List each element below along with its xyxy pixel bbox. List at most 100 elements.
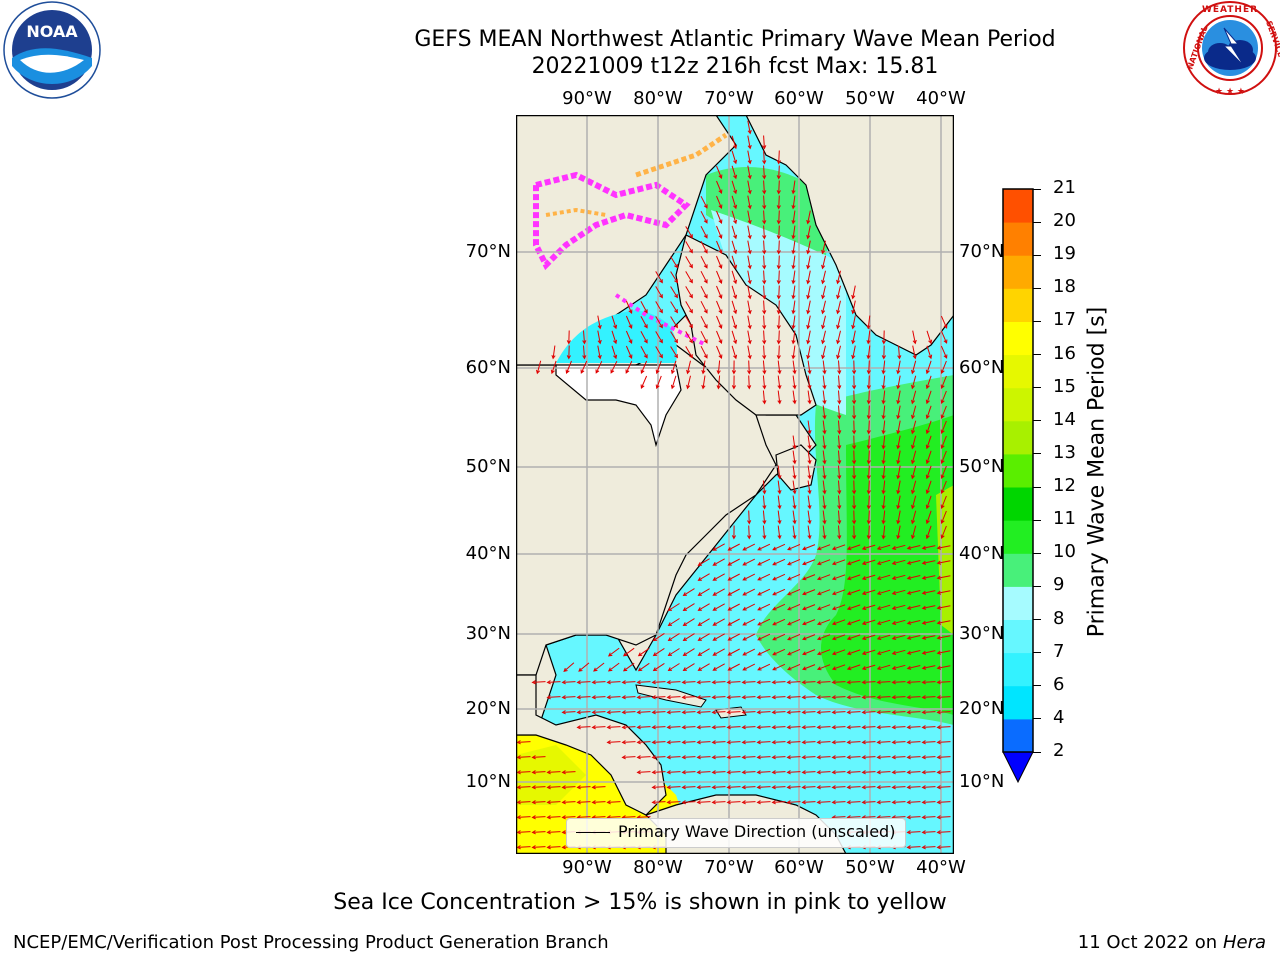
wave-direction-arrow <box>762 480 767 495</box>
wave-direction-arrow <box>846 574 861 581</box>
wave-direction-arrow <box>651 725 666 730</box>
wave-direction-arrow <box>891 755 906 760</box>
wave-direction-arrow <box>731 225 738 240</box>
wave-direction-arrow <box>792 390 797 405</box>
wave-direction-arrow <box>831 800 846 805</box>
wave-direction-arrow <box>747 180 752 195</box>
wave-direction-arrow <box>606 710 621 715</box>
wave-direction-arrow <box>742 633 756 641</box>
wave-direction-arrow <box>731 525 737 540</box>
wave-direction-arrow <box>667 618 680 627</box>
colorbar-tick-mark <box>1033 486 1041 488</box>
wave-direction-arrow <box>896 480 901 495</box>
plot-subtitle: 20221009 t12z 216h fcst Max: 15.81 <box>531 54 939 79</box>
wave-direction-arrow <box>711 725 726 730</box>
wave-direction-arrow <box>876 725 891 730</box>
wave-direction-arrow <box>712 648 725 656</box>
wave-direction-arrow <box>756 755 771 760</box>
colorbar-tick-mark <box>1033 585 1041 587</box>
wave-direction-arrow <box>831 680 846 685</box>
wave-direction-arrow <box>772 543 786 551</box>
wave-direction-arrow <box>712 633 725 641</box>
wave-direction-arrow <box>906 605 921 610</box>
wave-direction-arrow <box>546 695 561 700</box>
wave-direction-arrow <box>807 420 812 435</box>
wave-direction-arrow <box>696 770 711 775</box>
wave-direction-arrow <box>821 285 826 300</box>
colorbar-tick-label: 16 <box>1053 342 1076 364</box>
wave-direction-arrow <box>716 195 723 209</box>
colorbar-tick-label: 15 <box>1053 375 1076 397</box>
wave-direction-arrow <box>861 725 876 730</box>
wave-direction-arrow <box>940 345 948 359</box>
wave-direction-arrow <box>925 525 932 540</box>
wave-direction-arrow <box>731 195 738 210</box>
wave-direction-arrow <box>546 800 561 805</box>
wave-direction-arrow <box>822 420 827 435</box>
wave-direction-arrow <box>697 648 710 656</box>
wave-direction-arrow <box>685 256 693 269</box>
wave-direction-arrow <box>578 662 590 672</box>
wave-direction-arrow <box>791 315 796 330</box>
wave-direction-arrow <box>700 345 708 359</box>
wave-direction-arrow <box>561 695 576 700</box>
wave-direction-arrow <box>940 390 947 404</box>
colorbar-bins <box>1003 189 1033 753</box>
wave-direction-arrow <box>742 663 756 671</box>
wave-direction-arrow <box>802 634 816 641</box>
wave-direction-arrow <box>792 510 797 525</box>
wave-direction-arrow <box>940 315 948 329</box>
wave-direction-arrow <box>940 420 947 434</box>
colorbar-tick-mark <box>1033 552 1041 554</box>
wave-direction-arrow <box>906 725 921 730</box>
colorbar-bin <box>1003 189 1033 223</box>
colorbar-tick-label: 20 <box>1053 210 1076 232</box>
wave-direction-arrow <box>747 150 752 165</box>
svg-text:★ ★ ★: ★ ★ ★ <box>1215 87 1245 97</box>
wave-direction-arrow <box>861 619 876 626</box>
wave-direction-arrow <box>786 710 801 715</box>
wave-direction-arrow <box>666 740 681 745</box>
wave-direction-arrow <box>711 695 726 700</box>
wave-direction-arrow <box>611 330 618 345</box>
wave-direction-arrow <box>711 755 726 760</box>
wave-direction-arrow <box>861 800 876 805</box>
lat-label-left-50n: 50°N <box>465 456 511 477</box>
wave-direction-arrow <box>727 648 740 656</box>
wave-direction-arrow <box>776 345 781 360</box>
wave-direction-arrow <box>926 345 933 360</box>
wave-direction-arrow <box>776 315 781 330</box>
wave-direction-arrow <box>700 330 708 344</box>
colorbar-tick-mark <box>1033 188 1041 190</box>
wave-direction-arrow <box>697 588 710 596</box>
wave-direction-arrow <box>681 725 696 730</box>
wave-direction-arrow <box>846 725 861 730</box>
wave-direction-arrow <box>851 510 857 525</box>
wave-direction-arrow <box>807 450 812 465</box>
land-central-america <box>516 674 667 816</box>
wave-direction-arrow <box>670 375 677 390</box>
wave-direction-arrow <box>801 710 816 715</box>
wave-direction-arrow <box>801 800 816 805</box>
wave-direction-arrow <box>806 330 811 345</box>
wave-direction-arrow <box>831 725 846 730</box>
wave-direction-arrow <box>891 695 906 700</box>
wave-direction-arrow <box>697 633 710 641</box>
colorbar-tick-mark <box>1033 354 1041 356</box>
wave-direction-arrow <box>762 180 767 195</box>
wave-direction-arrow <box>742 558 756 566</box>
wave-direction-arrow <box>906 770 921 775</box>
wave-direction-arrow <box>686 375 691 390</box>
wave-direction-arrow <box>896 495 901 510</box>
wave-direction-arrow <box>912 330 917 345</box>
wave-direction-arrow <box>806 270 811 285</box>
wave-direction-arrow <box>851 345 856 360</box>
wave-direction-arrow <box>747 165 752 180</box>
wave-direction-arrow <box>806 315 811 330</box>
wave-direction-arrow <box>921 590 936 595</box>
wave-direction-arrow <box>866 465 871 480</box>
wave-direction-arrow <box>747 375 752 390</box>
wave-direction-arrow <box>816 740 831 745</box>
wave-direction-arrow <box>936 815 951 820</box>
wave-direction-arrow <box>876 589 891 596</box>
